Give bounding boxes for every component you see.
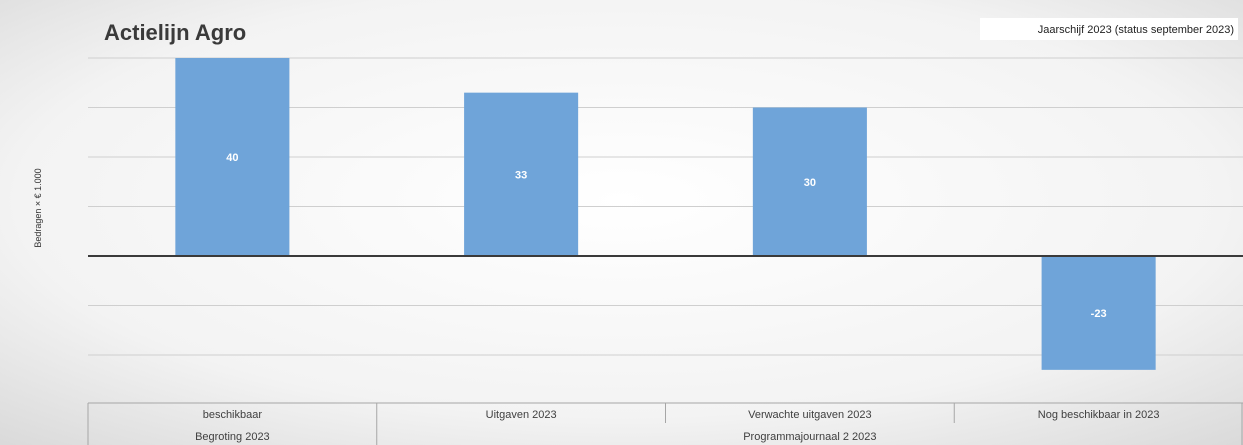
category-label: Verwachte uitgaven 2023 [748,409,872,421]
category-axis: beschikbaar Uitgaven 2023 Verwachte uitgav… [87,402,1243,445]
category-label: Nog beschikbaar in 2023 [1038,409,1160,421]
category-group-label: Begroting 2023 [195,431,270,443]
data-label: 33 [515,169,527,181]
status-badge-box [980,18,1238,40]
bars [175,58,1156,370]
data-label: 30 [804,177,816,189]
data-label: -23 [1091,308,1107,320]
category-label: beschikbaar [203,409,263,421]
y-axis-label: Bedragen × € 1.000 [33,168,43,247]
data-labels: 40 33 30 -23 [226,152,1106,320]
bar [1041,256,1156,370]
category-label: Uitgaven 2023 [486,409,557,421]
data-label: 40 [226,152,238,164]
category-group-label: Programmajournaal 2 2023 [743,431,876,443]
chart-subtitle: Jaarschijf 2023 (status september 2023) [1038,24,1234,36]
chart-title: Actielijn Agro [104,20,246,45]
status-badge: Jaarschijf 2023 (status september 2023) [980,18,1238,40]
bar [175,58,290,256]
bar [752,107,867,256]
bar [464,92,579,257]
